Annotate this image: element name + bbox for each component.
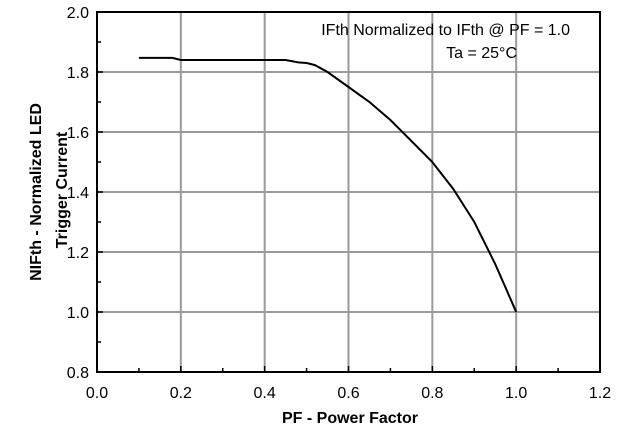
x-axis-title: PF - Power Factor	[282, 410, 418, 427]
x-tick-label: 0.4	[254, 385, 276, 402]
annotation-temperature: Ta = 25°C	[446, 45, 517, 62]
series-line	[139, 58, 516, 312]
x-tick-label: 0.8	[421, 385, 443, 402]
y-tick-label: 1.8	[67, 65, 89, 82]
y-tick-label: 2.0	[67, 5, 89, 22]
y-tick-label: 1.0	[67, 305, 89, 322]
y-axis-title-line1: NIFth - Normalized LED	[28, 103, 45, 281]
annotation-normalization: IFth Normalized to IFth @ PF = 1.0	[321, 22, 570, 39]
x-tick-label: 1.0	[505, 385, 527, 402]
x-tick-label: 0.6	[337, 385, 359, 402]
grid	[97, 12, 600, 372]
x-tick-label: 1.2	[589, 385, 611, 402]
x-tick-labels: 0.0 0.2 0.4 0.6 0.8 1.0 1.2	[86, 385, 611, 402]
y-tick-label: 0.8	[67, 365, 89, 382]
x-tick-label: 0.0	[86, 385, 108, 402]
y-axis-title-line2: Trigger Current	[54, 131, 71, 248]
x-tick-label: 0.2	[170, 385, 192, 402]
